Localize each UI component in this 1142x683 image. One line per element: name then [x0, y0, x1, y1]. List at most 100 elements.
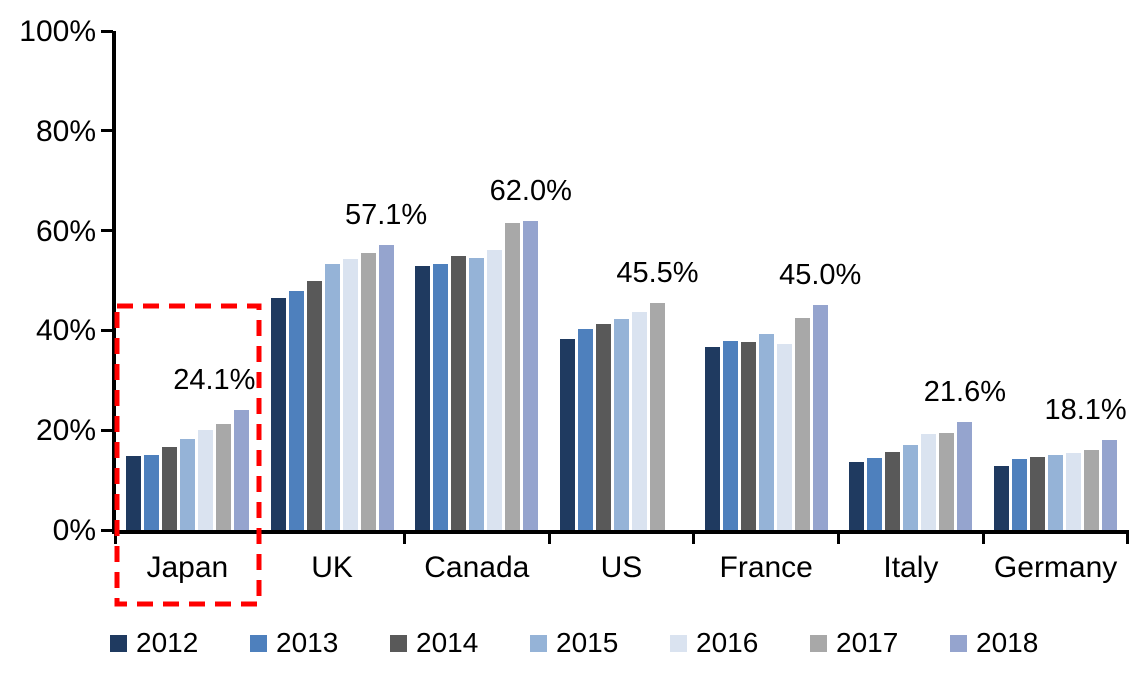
bar-france-2013 [722, 341, 738, 530]
bar-italy-2017 [939, 433, 955, 530]
bar-germany-2017 [1084, 449, 1100, 530]
bar-us-2015 [613, 318, 629, 530]
category-label-germany: Germany [993, 551, 1118, 584]
legend-item-2015: 2015 [530, 629, 670, 657]
bar-us-2014 [595, 324, 611, 530]
y-tick-mark [101, 229, 113, 233]
bar-uk-2016 [342, 258, 358, 530]
y-tick-label-20: 20% [35, 414, 96, 448]
bar-japan-2018 [233, 409, 249, 530]
bar-italy-2013 [867, 458, 883, 530]
bar-france-2018 [812, 305, 828, 530]
bar-italy-2015 [903, 444, 919, 530]
bar-us-2013 [577, 329, 593, 530]
value-label-germany: 18.1% [1044, 393, 1127, 426]
y-tick-label-100: 100% [19, 15, 96, 48]
legend-label-2017: 2017 [836, 627, 899, 658]
legend-label-2016: 2016 [696, 627, 759, 658]
bar-germany-2018 [1102, 439, 1118, 530]
y-tick-label-60: 60% [35, 214, 96, 248]
category-label-france: France [719, 551, 813, 584]
bar-canada-2013 [433, 263, 449, 530]
bar-france-2016 [776, 344, 792, 530]
bar-uk-2012 [270, 298, 286, 530]
bar-japan-2015 [179, 438, 195, 530]
legend-swatch-2017 [810, 634, 827, 652]
y-tick-label-0: 0% [52, 514, 96, 547]
bar-italy-2016 [921, 434, 937, 530]
x-axis-line [112, 530, 1129, 534]
category-label-canada: Canada [424, 551, 530, 584]
legend-item-2012: 2012 [110, 629, 250, 657]
bar-uk-2018 [378, 245, 394, 530]
bar-japan-2012 [125, 455, 141, 530]
bar-italy-2014 [885, 452, 901, 530]
y-tick-mark [101, 328, 113, 332]
value-label-us: 45.5% [616, 256, 699, 289]
bar-germany-2015 [1048, 455, 1064, 530]
bar-uk-2015 [324, 264, 340, 530]
legend-label-2015: 2015 [556, 627, 619, 658]
y-tick-label-80: 80% [35, 114, 96, 148]
bar-france-2014 [740, 341, 756, 530]
legend-swatch-2012 [110, 634, 127, 652]
x-tick-mark [547, 533, 551, 544]
bar-us-2017 [649, 302, 665, 530]
x-tick-mark [1126, 533, 1130, 544]
bar-us-2016 [631, 312, 647, 530]
category-label-us: US [600, 551, 643, 584]
legend-item-2018: 2018 [950, 629, 1090, 657]
x-tick-mark [113, 533, 117, 544]
y-tick-mark [101, 528, 113, 532]
x-tick-mark [258, 533, 262, 544]
legend: 2012 2013 2014 2015 2016 2017 2018 [110, 629, 1090, 657]
bar-france-2017 [794, 318, 810, 530]
bar-france-2015 [758, 333, 774, 530]
bar-canada-2012 [415, 265, 431, 530]
bar-germany-2014 [1030, 457, 1046, 530]
bar-canada-2014 [451, 256, 467, 530]
bar-uk-2013 [288, 290, 304, 530]
category-label-japan: Japan [146, 551, 229, 584]
y-tick-mark [101, 428, 113, 432]
legend-swatch-2013 [250, 634, 267, 652]
bar-italy-2012 [849, 462, 865, 530]
legend-swatch-2016 [670, 634, 687, 652]
legend-label-2012: 2012 [136, 627, 199, 658]
bar-germany-2016 [1066, 453, 1082, 530]
category-label-italy: Italy [883, 551, 939, 584]
legend-swatch-2015 [530, 634, 547, 652]
bar-japan-2014 [161, 446, 177, 530]
legend-item-2014: 2014 [390, 629, 530, 657]
x-tick-mark [837, 533, 841, 544]
bar-france-2012 [704, 346, 720, 530]
bar-us-2012 [559, 338, 575, 530]
bar-uk-2014 [306, 280, 322, 530]
x-tick-mark [402, 533, 406, 544]
y-axis-line [112, 31, 116, 534]
value-label-canada: 62.0% [489, 174, 572, 207]
bar-japan-2013 [143, 455, 159, 530]
legend-label-2018: 2018 [976, 627, 1039, 658]
category-label-uk: UK [311, 551, 353, 584]
bar-canada-2015 [469, 257, 485, 530]
legend-item-2013: 2013 [250, 629, 390, 657]
value-label-italy: 21.6% [923, 376, 1007, 409]
bar-japan-2016 [197, 430, 213, 530]
x-tick-mark [692, 533, 696, 544]
bar-germany-2012 [994, 466, 1010, 530]
bar-canada-2017 [505, 222, 521, 530]
legend-item-2017: 2017 [810, 629, 950, 657]
bar-japan-2017 [215, 424, 231, 530]
bar-italy-2018 [957, 422, 973, 530]
value-label-japan: 24.1% [173, 363, 256, 396]
x-tick-mark [981, 533, 985, 544]
bar-canada-2016 [487, 250, 503, 530]
legend-swatch-2018 [950, 634, 967, 652]
bar-uk-2017 [360, 252, 376, 530]
y-tick-mark [101, 29, 113, 33]
value-label-france: 45.0% [779, 259, 862, 292]
y-tick-label-40: 40% [35, 314, 96, 348]
legend-label-2013: 2013 [276, 627, 339, 658]
